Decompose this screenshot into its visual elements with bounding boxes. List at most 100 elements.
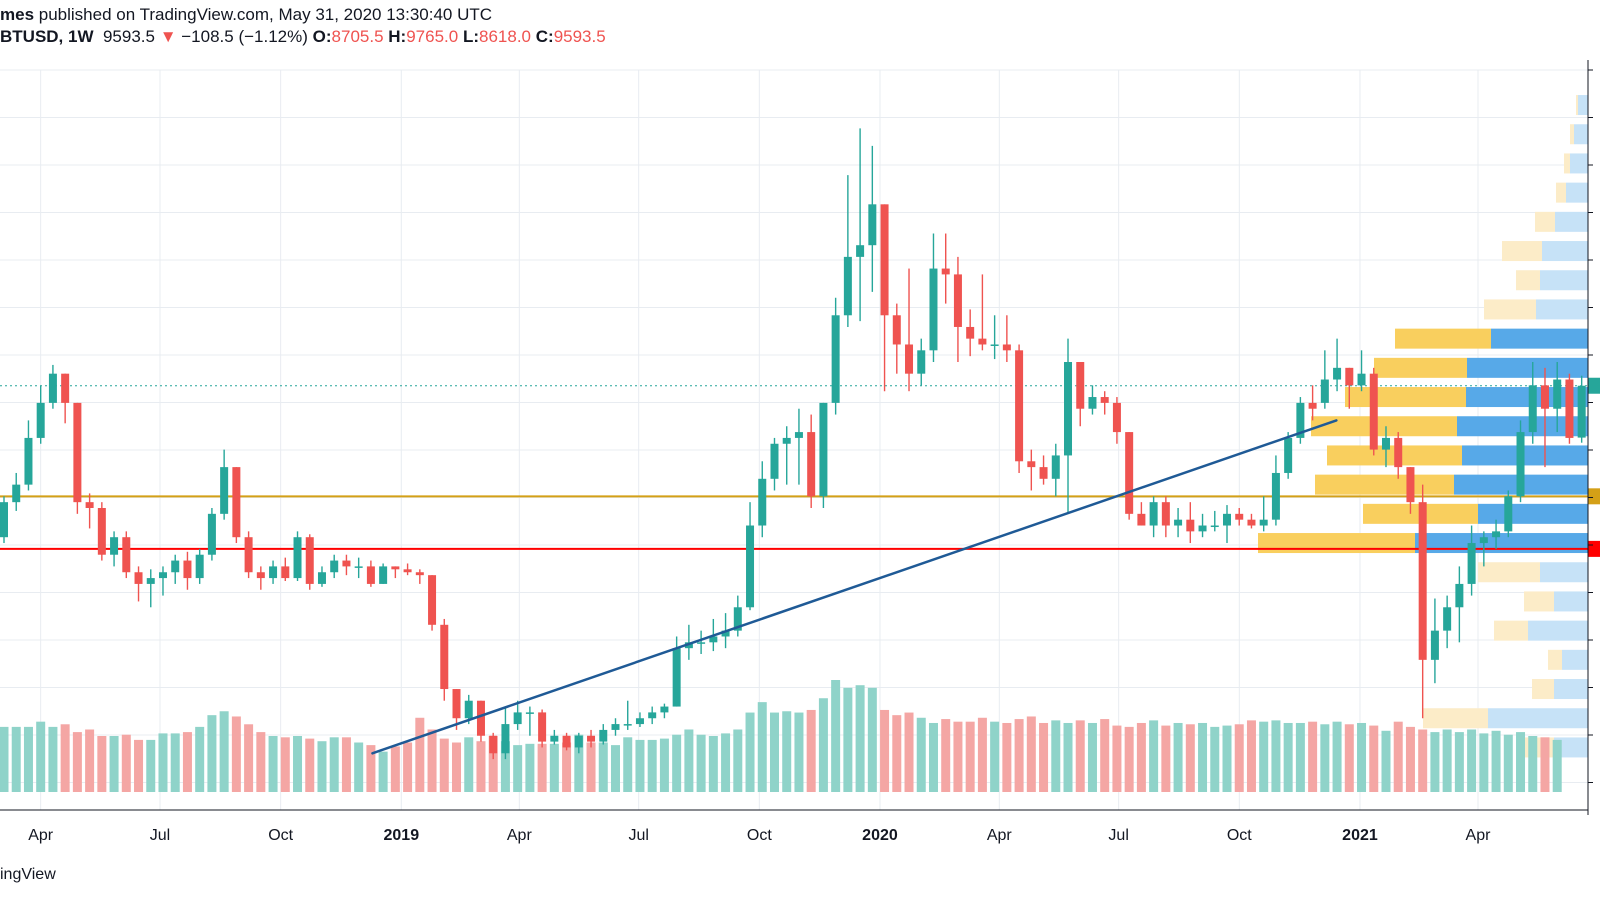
volume-bar <box>1283 722 1293 792</box>
candle-body <box>917 350 926 374</box>
volume-profile-up <box>1554 679 1588 700</box>
volume-profile-down <box>1564 153 1570 174</box>
candle-body <box>48 373 57 403</box>
time-axis[interactable]: Apr Jul Oct 2019 Apr Jul Oct 2020 Apr Jul Oct 2021 A… <box>0 809 1588 844</box>
volume-bar <box>1222 725 1232 792</box>
volume-bar <box>1479 733 1489 792</box>
candle-body <box>415 572 424 576</box>
volume-profile-down <box>1258 533 1415 554</box>
candle-body <box>1381 437 1390 450</box>
candle-body <box>1394 437 1403 468</box>
candle-body <box>721 630 730 637</box>
candle-body <box>1210 525 1219 528</box>
symbol-label[interactable]: BTUSD, 1W <box>0 27 94 46</box>
candle-body <box>342 560 351 567</box>
candle-body <box>1174 519 1183 526</box>
candle-body <box>232 467 241 538</box>
time-axis-label: 2021 <box>1342 827 1378 844</box>
volume-bar <box>158 733 168 792</box>
volume-bar <box>415 717 425 792</box>
volume-profile-down <box>1535 211 1555 232</box>
high-label: H: <box>388 27 407 46</box>
volume-bar <box>916 717 926 792</box>
volume-bar <box>977 717 987 792</box>
candle-body <box>892 315 901 345</box>
volume-bar <box>843 687 853 792</box>
candle-body <box>61 373 70 403</box>
volume-profile-down <box>1423 708 1488 729</box>
volume-bar <box>549 743 559 792</box>
footer-brand[interactable]: ingView <box>0 866 56 883</box>
time-axis-label: 2020 <box>862 827 898 844</box>
candle-body <box>1479 537 1488 544</box>
candle-body <box>1455 583 1464 608</box>
candle-body <box>635 718 644 725</box>
volume-bar <box>1271 720 1281 792</box>
volume-bar <box>1491 730 1501 792</box>
volume-bar <box>500 741 510 792</box>
candle-body <box>1100 397 1109 403</box>
candle-body <box>623 724 632 726</box>
volume-bar <box>1344 724 1354 792</box>
time-axis-label: Oct <box>268 827 293 844</box>
candle-body <box>1357 373 1366 386</box>
candle-body <box>158 572 167 579</box>
candle-body <box>1076 362 1085 409</box>
candle-body <box>1553 379 1562 409</box>
candle-body <box>452 689 461 719</box>
publisher-name[interactable]: mes <box>0 5 35 24</box>
volume-bar <box>464 737 474 792</box>
volume-bar <box>880 709 890 792</box>
close-value: 9593.5 <box>553 27 606 46</box>
time-axis-label: 2019 <box>384 827 420 844</box>
candle-body <box>1039 467 1048 479</box>
volume-bar <box>696 734 706 792</box>
volume-profile-up <box>1528 620 1588 641</box>
volume-bar <box>1100 719 1110 792</box>
candle-body <box>403 569 412 573</box>
candle-body <box>1369 373 1378 450</box>
volume-bar <box>1210 726 1220 792</box>
candle-body <box>1345 367 1354 386</box>
candle-body <box>843 256 852 316</box>
candle-body <box>0 502 8 538</box>
candle-body <box>256 572 265 579</box>
volume-bar <box>855 685 865 792</box>
candle-body <box>856 245 865 257</box>
volume-bar <box>1075 720 1085 792</box>
candle-body <box>648 712 657 719</box>
volume-profile-up <box>1570 153 1588 174</box>
volume-profile-up <box>1457 416 1588 437</box>
volume-profile-up <box>1462 445 1588 466</box>
open-value: 8705.5 <box>331 27 384 46</box>
volume-bar <box>244 724 254 792</box>
time-axis-label: Oct <box>1227 827 1252 844</box>
candle-body <box>1015 350 1024 462</box>
volume-bar <box>1393 721 1403 792</box>
volume-bars <box>0 680 1562 792</box>
candle-body <box>244 537 253 573</box>
volume-bar <box>794 712 804 792</box>
volume-profile-down <box>1311 416 1457 437</box>
candle-body <box>146 578 155 584</box>
volume-bar <box>941 719 951 792</box>
candle-body <box>929 268 938 351</box>
candle-body <box>269 566 278 579</box>
time-axis-label: Apr <box>507 827 533 844</box>
volume-bar <box>0 726 9 792</box>
volume-bar <box>268 736 278 792</box>
volume-bar <box>170 733 180 792</box>
volume-bar <box>403 742 413 792</box>
candle-body <box>1296 402 1305 438</box>
candle-body <box>440 624 449 690</box>
price-scale[interactable] <box>1587 60 1593 815</box>
time-axis-label: Oct <box>747 827 772 844</box>
volume-bar <box>769 712 779 792</box>
volume-profile-down <box>1484 299 1536 320</box>
volume-bar <box>1308 721 1318 792</box>
volume-profile-down <box>1556 182 1566 203</box>
volume-bar <box>85 729 95 792</box>
trendline[interactable] <box>371 419 1338 755</box>
candle-body <box>1577 385 1586 438</box>
